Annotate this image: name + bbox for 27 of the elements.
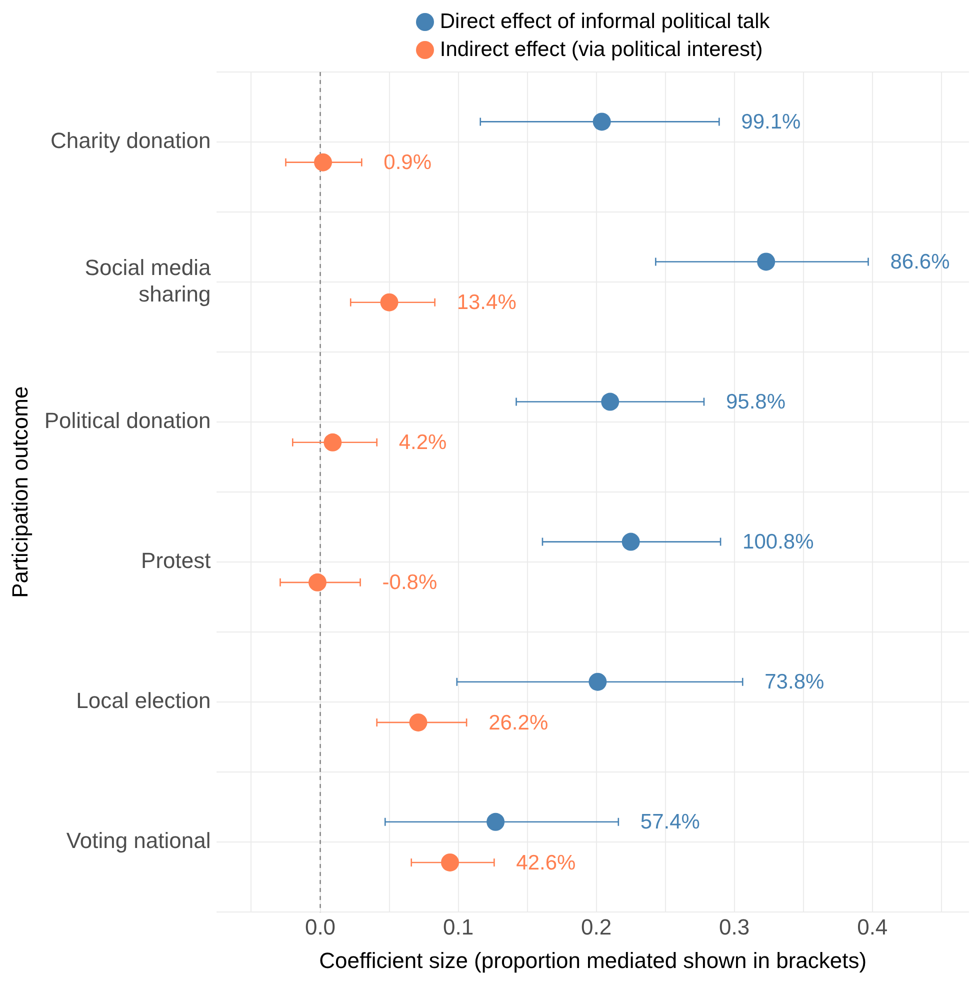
x-axis-title: Coefficient size (proportion mediated shown in brackets): [319, 948, 867, 973]
annotation: 4.2%: [398, 431, 447, 454]
legend-label: Direct effect of informal political talk: [440, 10, 770, 34]
annotation: 13.4%: [456, 291, 516, 314]
x-tick-label: 0.1: [442, 914, 474, 940]
y-tick-label: Political donation: [44, 408, 211, 434]
annotation: 100.8%: [742, 530, 814, 554]
x-tick-label: 0.4: [857, 914, 888, 940]
y-tick-label: Charity donation: [50, 128, 211, 154]
x-tick-label: 0.3: [719, 914, 750, 940]
y-axis-title: Participation outcome: [7, 386, 32, 598]
annotation: 0.9%: [384, 151, 432, 174]
y-tick-label: Social media sharing: [84, 254, 212, 306]
y-tick-label: Protest: [141, 548, 211, 574]
annotation: 99.1%: [741, 110, 801, 134]
y-tick-label: Local election: [76, 688, 211, 714]
annotation: 42.6%: [516, 851, 576, 874]
annotation: 26.2%: [488, 711, 548, 734]
y-tick-label: Voting national: [66, 828, 211, 854]
annotation: 57.4%: [640, 810, 700, 834]
legend-label: Indirect effect (via political interest): [440, 38, 763, 62]
annotation: 95.8%: [726, 390, 786, 414]
annotation: -0.8%: [382, 571, 438, 594]
x-tick-label: 0.0: [304, 914, 336, 940]
annotation: 86.6%: [890, 250, 950, 274]
x-tick-label: 0.2: [581, 914, 612, 940]
annotation: 73.8%: [764, 670, 824, 694]
